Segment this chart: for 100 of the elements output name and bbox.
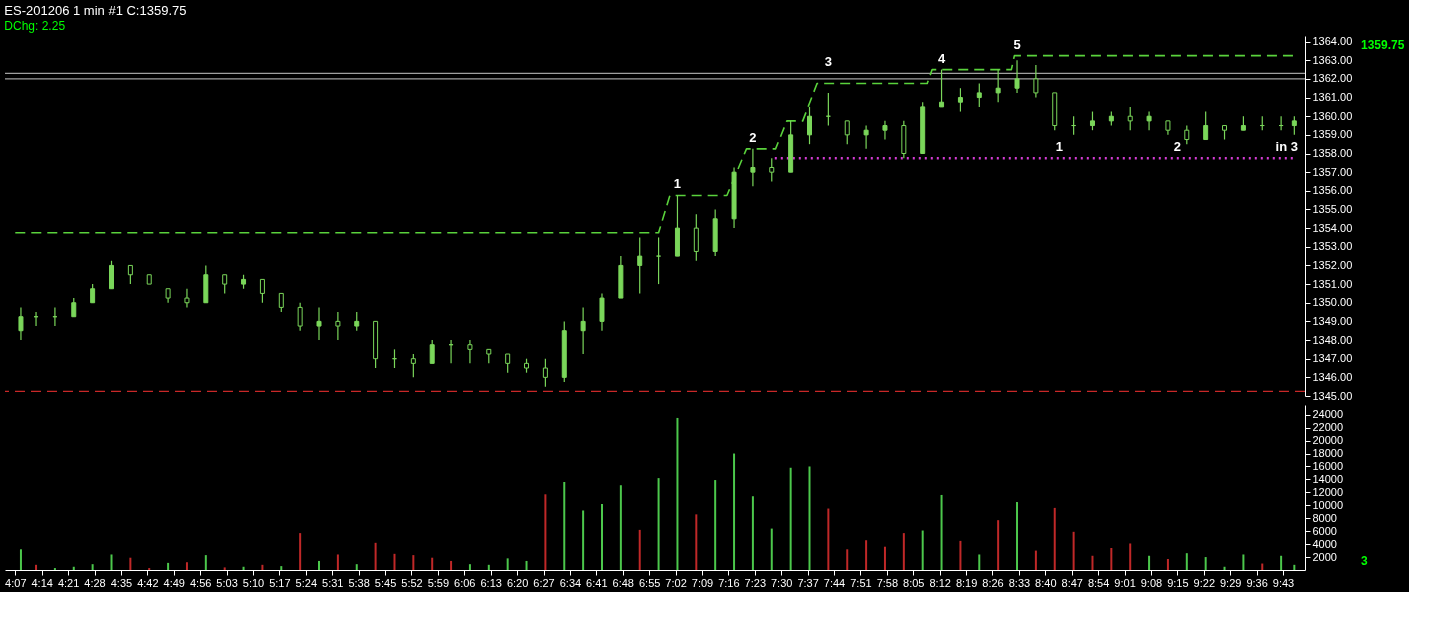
- y-tick-label: 8000: [1312, 511, 1337, 524]
- x-tick-label: 7:44: [823, 576, 846, 589]
- bar: [110, 554, 113, 570]
- candlestick: [807, 106, 812, 145]
- y-tick-label: 1361.00: [1312, 91, 1353, 104]
- bar: [1280, 555, 1283, 570]
- x-tick-label: 4:14: [31, 576, 53, 589]
- x-tick-label: 7:09: [691, 576, 714, 589]
- y-tick-label: 12000: [1312, 485, 1344, 498]
- x-tick-label: 5:31: [322, 576, 344, 589]
- x-tick-label: 7:16: [718, 576, 740, 589]
- x-tick-label: 8:05: [903, 576, 925, 589]
- candlestick: [410, 353, 416, 378]
- candlestick: [297, 302, 303, 332]
- bar: [902, 533, 905, 570]
- y-tick-label: 10000: [1312, 498, 1344, 511]
- candlestick: [109, 260, 115, 290]
- annotation: 4: [937, 50, 946, 66]
- candlestick: [1089, 110, 1095, 131]
- x-tick-label: 8:26: [982, 576, 1004, 589]
- y-tick-label: 18000: [1312, 447, 1344, 460]
- annotation: 5: [1013, 36, 1021, 52]
- y-tick-label: 1351.00: [1312, 277, 1353, 290]
- candlestick: [18, 306, 24, 341]
- candlestick: [637, 236, 643, 295]
- bar: [676, 417, 679, 570]
- y-tick-label: 1355.00: [1312, 202, 1353, 215]
- candlestick: [1291, 115, 1297, 136]
- candlestick: [844, 120, 850, 145]
- candlestick: [976, 82, 982, 108]
- bar: [1261, 563, 1264, 570]
- bar: [657, 478, 660, 570]
- y-tick-label: 1359.00: [1312, 128, 1353, 141]
- y-tick-label: 1345.00: [1312, 389, 1353, 402]
- bar: [468, 564, 471, 570]
- bar: [1053, 507, 1056, 570]
- x-tick-label: 4:07: [5, 576, 27, 589]
- candlestick: [1127, 106, 1133, 131]
- y-tick-label: 1347.00: [1312, 352, 1353, 365]
- bar: [450, 560, 453, 570]
- candlestick: [1146, 110, 1152, 131]
- bar: [318, 560, 321, 570]
- candlestick: [184, 288, 190, 308]
- bar: [1223, 566, 1226, 570]
- bar: [827, 508, 830, 570]
- x-tick-label: 8:19: [955, 576, 978, 589]
- y-tick-label: 1357.00: [1312, 165, 1353, 178]
- x-tick-label: 6:48: [612, 576, 634, 589]
- candlestick: [127, 264, 133, 285]
- candlestick: [939, 68, 945, 108]
- x-tick-label: 5:59: [427, 576, 450, 589]
- bar: [1166, 559, 1169, 570]
- x-tick-label: 5:10: [242, 576, 265, 589]
- bar: [582, 510, 585, 570]
- bar: [223, 567, 226, 570]
- bar: [280, 566, 283, 570]
- bar: [19, 549, 22, 570]
- x-tick-label: 7:23: [744, 576, 766, 589]
- candlestick: [995, 68, 1001, 103]
- annotation: 2: [1173, 139, 1181, 155]
- candlestick: [278, 292, 284, 313]
- y-tick-label: 4000: [1312, 537, 1337, 550]
- x-tick-label: 7:51: [850, 576, 872, 589]
- x-tick-label: 9:43: [1272, 576, 1295, 589]
- candlestick: [316, 306, 322, 341]
- y-tick-label: 1360.00: [1312, 109, 1353, 122]
- bar: [733, 453, 736, 570]
- bar: [185, 562, 188, 570]
- x-tick-label: 8:12: [929, 576, 951, 589]
- bar: [695, 514, 698, 570]
- x-tick-label: 9:29: [1219, 576, 1242, 589]
- candlestick: [505, 353, 511, 374]
- bar: [487, 564, 490, 570]
- x-tick-label: 5:45: [374, 576, 397, 589]
- bar: [638, 529, 641, 570]
- bar: [1072, 531, 1075, 570]
- bar: [846, 549, 849, 570]
- candlestick: [656, 236, 662, 285]
- annotation: 3: [824, 54, 832, 70]
- x-tick-label: 8:54: [1087, 576, 1110, 589]
- bar: [921, 530, 924, 570]
- bar: [600, 504, 603, 570]
- x-tick-label: 9:01: [1114, 576, 1136, 589]
- y-tick-label: 24000: [1312, 408, 1344, 421]
- y-tick-label: 1356.00: [1312, 184, 1353, 197]
- bar: [959, 540, 962, 570]
- candlestick: [750, 148, 756, 187]
- x-tick-label: 9:15: [1167, 576, 1189, 589]
- text: 1359.75: [1361, 38, 1405, 52]
- bar: [242, 566, 245, 570]
- bar: [336, 554, 339, 570]
- bar: [1204, 557, 1207, 570]
- x-tick-label: 4:49: [163, 576, 185, 589]
- candlestick: [71, 297, 77, 318]
- bar: [883, 546, 886, 570]
- y-tick-label: 1363.00: [1312, 53, 1353, 66]
- x-tick-label: 6:27: [533, 576, 555, 589]
- x-tick-label: 8:47: [1061, 576, 1083, 589]
- bar: [204, 555, 207, 570]
- annotation: 1: [1055, 139, 1063, 155]
